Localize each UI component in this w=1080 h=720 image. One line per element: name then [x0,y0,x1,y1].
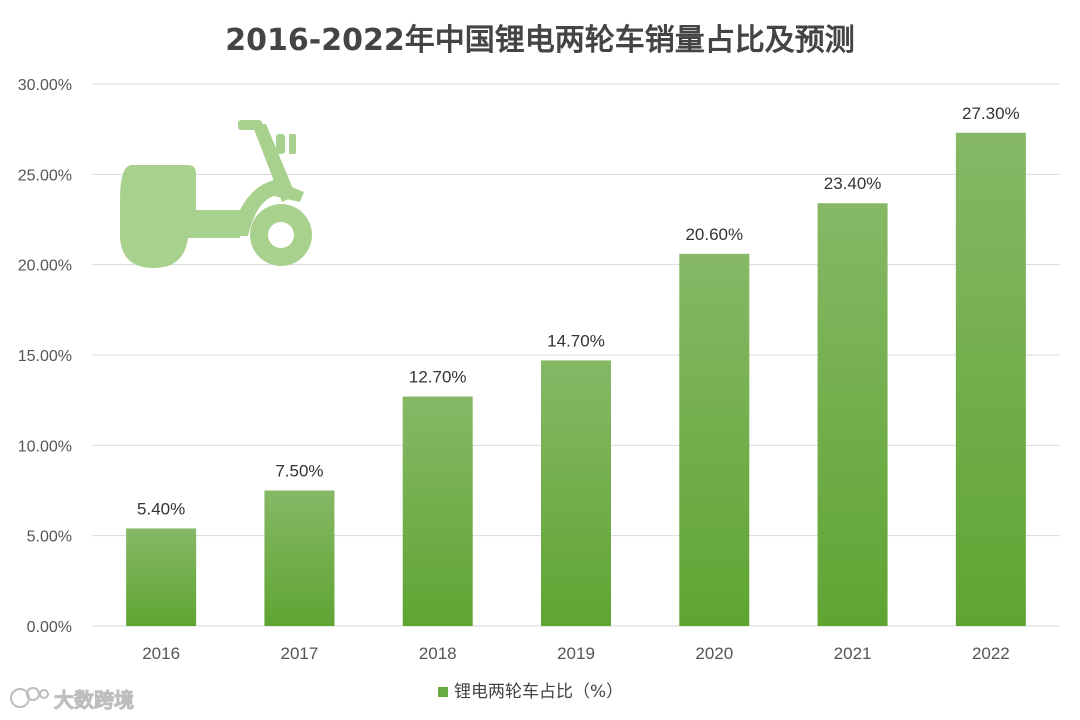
x-tick-label-2020: 2020 [695,644,733,663]
y-tick-label: 5.00% [27,529,72,546]
y-axis-ticks: 0.00% 5.00% 10.00% 15.00% 20.00% 25.00% 30.00% [18,77,72,636]
x-tick-label-2016: 2016 [142,644,180,663]
bar-2022 [955,132,1026,626]
bar-2020 [679,253,750,626]
x-axis-ticks: 2016 2017 2018 2019 2020 2021 2022 [142,644,1010,663]
data-label-2020: 20.60% [685,225,743,244]
y-tick-label: 30.00% [18,77,72,94]
y-tick-label: 10.00% [18,438,72,455]
data-label-2022: 27.30% [962,104,1020,123]
data-label-2019: 14.70% [547,331,605,350]
scooter-icon [120,120,312,268]
bar-2019 [541,360,611,626]
x-tick-label-2018: 2018 [419,644,457,663]
x-tick-label-2019: 2019 [557,644,595,663]
y-tick-label: 15.00% [18,348,72,365]
watermark-logo-icon [10,687,49,708]
chart-title: 2016-2022年中国锂电两轮车销量占比及预测 [225,23,854,58]
watermark: 大数跨境 [10,687,134,712]
bar-2021 [817,203,888,627]
y-tick-label: 0.00% [27,619,72,636]
legend: 锂电两轮车占比（%） [438,682,623,702]
legend-label: 锂电两轮车占比（%） [454,682,623,702]
legend-swatch [438,687,448,697]
watermark-text: 大数跨境 [54,688,134,712]
y-tick-label: 25.00% [18,167,72,184]
x-tick-label-2021: 2021 [834,644,872,663]
data-label-2017: 7.50% [275,462,323,481]
data-label-2016: 5.40% [137,499,185,518]
bar-2016 [126,528,197,626]
bars [126,132,1026,627]
x-tick-label-2017: 2017 [281,644,319,663]
x-tick-label-2022: 2022 [972,644,1010,663]
bar-2017 [264,490,335,626]
data-labels: 5.40% 7.50% 12.70% 14.70% 20.60% 23.40% 27.30% [137,104,1020,519]
y-tick-label: 20.00% [18,258,72,275]
data-label-2021: 23.40% [824,174,882,193]
bar-2018 [402,396,473,626]
data-label-2018: 12.70% [409,368,467,387]
